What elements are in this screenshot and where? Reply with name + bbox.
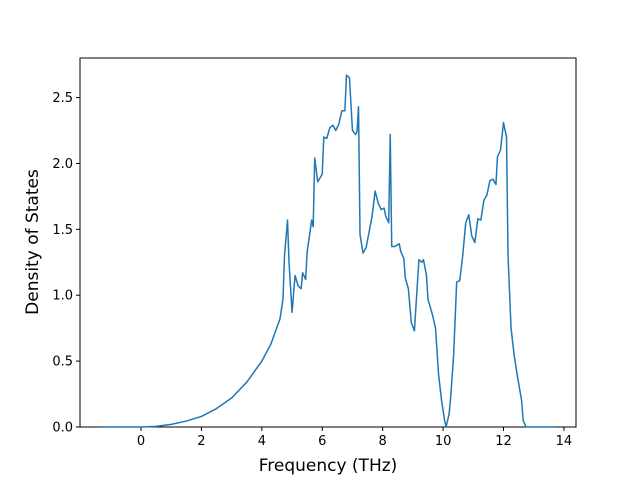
y-tick-label: 1.0 bbox=[52, 289, 73, 304]
x-tick-label: 6 bbox=[318, 434, 326, 449]
x-tick-label: 0 bbox=[137, 434, 145, 449]
x-tick-label: 12 bbox=[495, 434, 512, 449]
x-tick-label: 8 bbox=[379, 434, 387, 449]
y-tick-label: 2.5 bbox=[52, 91, 73, 106]
x-tick-label: 14 bbox=[556, 434, 573, 449]
dos-line bbox=[101, 74, 555, 428]
x-axis-label: Frequency (THz) bbox=[259, 456, 398, 476]
y-tick-label: 1.5 bbox=[52, 223, 73, 238]
plot-frame bbox=[79, 57, 577, 428]
y-axis-label: Density of States bbox=[23, 169, 43, 315]
x-tick-label: 10 bbox=[435, 434, 452, 449]
y-tick-label: 0.0 bbox=[52, 421, 73, 436]
x-tick-label: 2 bbox=[197, 434, 205, 449]
y-tick-label: 2.0 bbox=[52, 157, 73, 172]
x-tick-label: 4 bbox=[258, 434, 266, 449]
y-tick-label: 0.5 bbox=[52, 355, 73, 370]
